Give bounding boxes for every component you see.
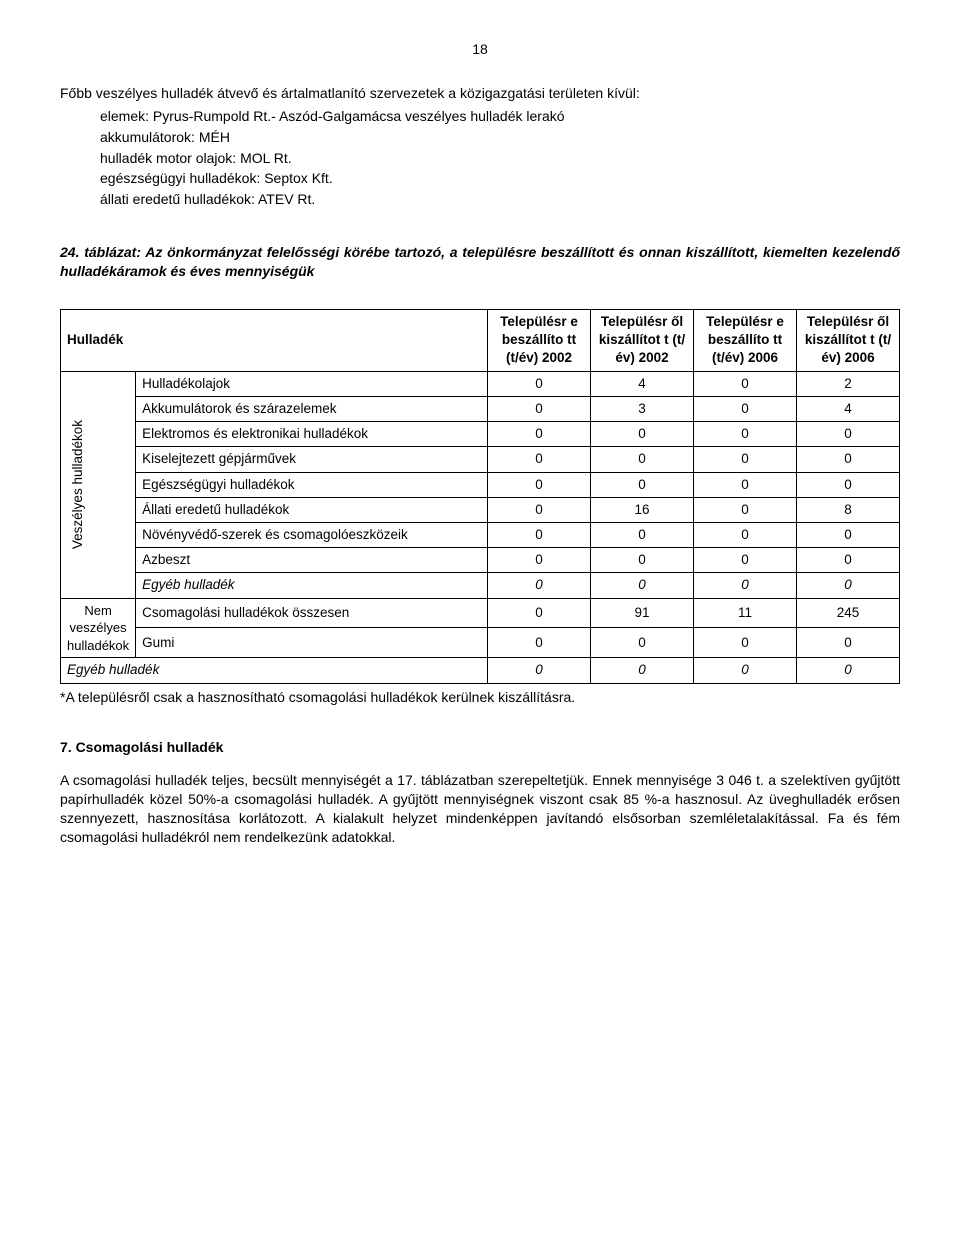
cell-value: 0 [694,628,797,658]
cell-value: 0 [591,472,694,497]
row-label: Azbeszt [136,548,488,573]
cell-value: 0 [797,422,900,447]
cell-value: 0 [591,522,694,547]
cell-value: 2 [797,371,900,396]
section7-body: A csomagolási hulladék teljes, becsült m… [60,771,900,847]
cell-value: 0 [797,548,900,573]
cell-value: 0 [591,658,694,683]
waste-table: HulladékTelepülésr e beszállíto tt (t/év… [60,309,900,683]
table-caption: 24. táblázat: Az önkormányzat felelősség… [60,243,900,281]
cell-value: 91 [591,598,694,628]
col-header: Településr ől kiszállítot t (t/év) 2006 [797,310,900,372]
cell-value: 0 [488,628,591,658]
cell-value: 0 [591,628,694,658]
cell-value: 0 [694,396,797,421]
cell-value: 0 [488,422,591,447]
intro-text: Főbb veszélyes hulladék átvevő és ártalm… [60,84,900,103]
cell-value: 0 [488,371,591,396]
cell-value: 0 [694,447,797,472]
cell-value: 0 [591,422,694,447]
cell-value: 0 [694,422,797,447]
row-label: Hulladékolajok [136,371,488,396]
cell-value: 0 [797,472,900,497]
cell-value: 0 [488,447,591,472]
row-label: Csomagolási hulladékok összesen [136,598,488,628]
cell-value: 16 [591,497,694,522]
cell-value: 245 [797,598,900,628]
table-footnote: *A településről csak a hasznosítható cso… [60,688,900,707]
list-item: elemek: Pyrus-Rumpold Rt.- Aszód-Galgamá… [100,107,900,126]
section7-title: 7. Csomagolási hulladék [60,738,900,757]
list-item: akkumulátorok: MÉH [100,128,900,147]
cell-value: 0 [591,573,694,598]
cell-value: 0 [797,522,900,547]
col-header: Településr ől kiszállítot t (t/év) 2002 [591,310,694,372]
list-item: állati eredetű hulladékok: ATEV Rt. [100,190,900,209]
cell-value: 0 [694,522,797,547]
cell-value: 0 [488,598,591,628]
cell-value: 4 [591,371,694,396]
list-item: hulladék motor olajok: MOL Rt. [100,149,900,168]
cell-value: 0 [797,447,900,472]
row-label: Gumi [136,628,488,658]
group-label-hazardous: Veszélyes hulladékok [61,371,136,598]
group-label-nonhazardous: Nemveszélyeshulladékok [61,598,136,658]
cell-value: 0 [488,573,591,598]
row-label: Egészségügyi hulladékok [136,472,488,497]
list-item: egészségügyi hulladékok: Septox Kft. [100,169,900,188]
cell-value: 0 [488,396,591,421]
cell-value: 0 [694,658,797,683]
cell-value: 11 [694,598,797,628]
cell-value: 0 [694,472,797,497]
cell-value: 8 [797,497,900,522]
cell-value: 0 [488,522,591,547]
row-label: Egyéb hulladék [61,658,488,683]
cell-value: 0 [488,548,591,573]
cell-value: 3 [591,396,694,421]
row-label: Kiselejtezett gépjárművek [136,447,488,472]
cell-value: 0 [797,573,900,598]
cell-value: 0 [488,497,591,522]
row-label: Növényvédő-szerek és csomagolóeszközeik [136,522,488,547]
intro-list: elemek: Pyrus-Rumpold Rt.- Aszód-Galgamá… [60,107,900,209]
col-header: Településr e beszállíto tt (t/év) 2006 [694,310,797,372]
cell-value: 0 [797,628,900,658]
cell-value: 0 [694,497,797,522]
cell-value: 0 [694,573,797,598]
col-header: Hulladék [61,310,488,372]
row-label: Állati eredetű hulladékok [136,497,488,522]
page-number: 18 [60,40,900,59]
row-label: Elektromos és elektronikai hulladékok [136,422,488,447]
cell-value: 0 [591,548,694,573]
cell-value: 0 [591,447,694,472]
row-label: Akkumulátorok és szárazelemek [136,396,488,421]
cell-value: 4 [797,396,900,421]
cell-value: 0 [488,472,591,497]
cell-value: 0 [488,658,591,683]
row-label: Egyéb hulladék [136,573,488,598]
col-header: Településr e beszállíto tt (t/év) 2002 [488,310,591,372]
cell-value: 0 [694,371,797,396]
cell-value: 0 [694,548,797,573]
cell-value: 0 [797,658,900,683]
